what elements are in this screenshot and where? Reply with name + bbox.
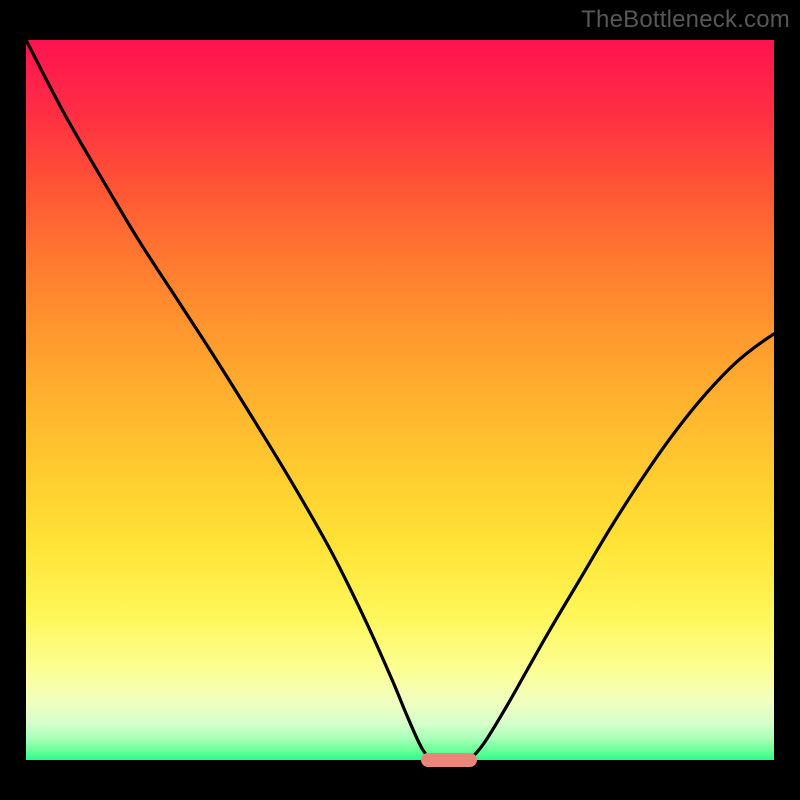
bottleneck-marker: [421, 753, 477, 767]
bottleneck-curve: [26, 40, 774, 760]
watermark-text: TheBottleneck.com: [581, 6, 790, 34]
